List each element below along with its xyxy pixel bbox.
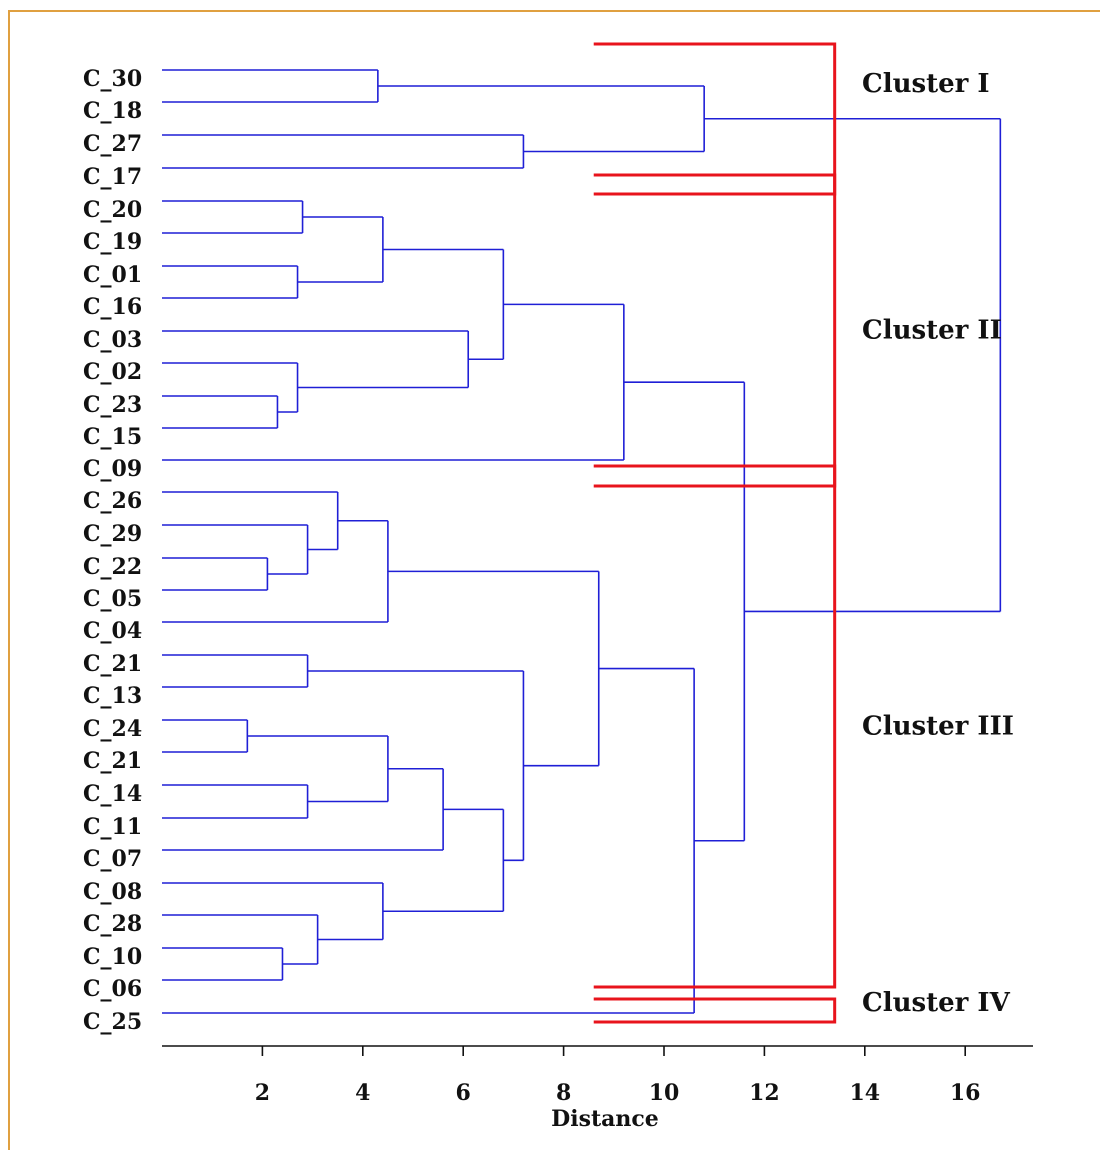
leaf-label: C_26 (83, 488, 142, 514)
leaf-label: C_14 (83, 781, 142, 807)
cluster-bracket (593, 42, 837, 196)
x-axis-title: Distance (551, 1106, 659, 1132)
cluster-bracket (593, 464, 837, 989)
x-tick-label: 8 (556, 1080, 571, 1106)
leaf-label: C_09 (83, 456, 142, 482)
leaf-label: C_07 (83, 846, 142, 872)
leaf-label: C_15 (83, 424, 142, 450)
leaf-label: C_01 (83, 262, 142, 288)
leaf-label: C_21 (83, 748, 142, 774)
cluster-bracket (593, 173, 837, 488)
leaf-label: C_11 (83, 814, 142, 840)
leaf-label: C_19 (83, 229, 142, 255)
x-tick-label: 2 (255, 1080, 270, 1106)
leaf-label: C_16 (83, 294, 142, 320)
figure-frame (8, 10, 1100, 1150)
x-tick-label: 12 (749, 1080, 780, 1106)
cluster-label: Cluster III (862, 712, 1014, 742)
cluster-label: Cluster IV (862, 988, 1011, 1018)
x-tick-label: 14 (849, 1080, 880, 1106)
cluster-label: Cluster II (862, 316, 1002, 346)
leaf-label: C_27 (83, 131, 142, 157)
leaf-label: C_08 (83, 879, 142, 905)
leaf-label: C_28 (83, 911, 142, 937)
x-tick-label: 4 (355, 1080, 370, 1106)
cluster-label: Cluster I (862, 69, 990, 99)
cluster-bracket (593, 997, 837, 1024)
leaf-label: C_03 (83, 327, 142, 353)
leaf-label: C_30 (83, 66, 142, 92)
leaf-label: C_21 (83, 651, 142, 677)
x-tick-label: 16 (950, 1080, 981, 1106)
x-tick-label: 6 (456, 1080, 471, 1106)
leaf-label: C_24 (83, 716, 142, 742)
leaf-label: C_20 (83, 197, 142, 223)
x-tick-label: 10 (649, 1080, 680, 1106)
leaf-label: C_18 (83, 98, 142, 124)
leaf-label: C_02 (83, 359, 142, 385)
leaf-label: C_06 (83, 976, 142, 1002)
leaf-label: C_23 (83, 392, 142, 418)
leaf-label: C_05 (83, 586, 142, 612)
leaf-label: C_13 (83, 683, 142, 709)
leaf-label: C_04 (83, 618, 142, 644)
leaf-label: C_17 (83, 164, 142, 190)
leaf-label: C_10 (83, 944, 142, 970)
leaf-label: C_25 (83, 1009, 142, 1035)
leaf-label: C_29 (83, 521, 142, 547)
leaf-label: C_22 (83, 554, 142, 580)
